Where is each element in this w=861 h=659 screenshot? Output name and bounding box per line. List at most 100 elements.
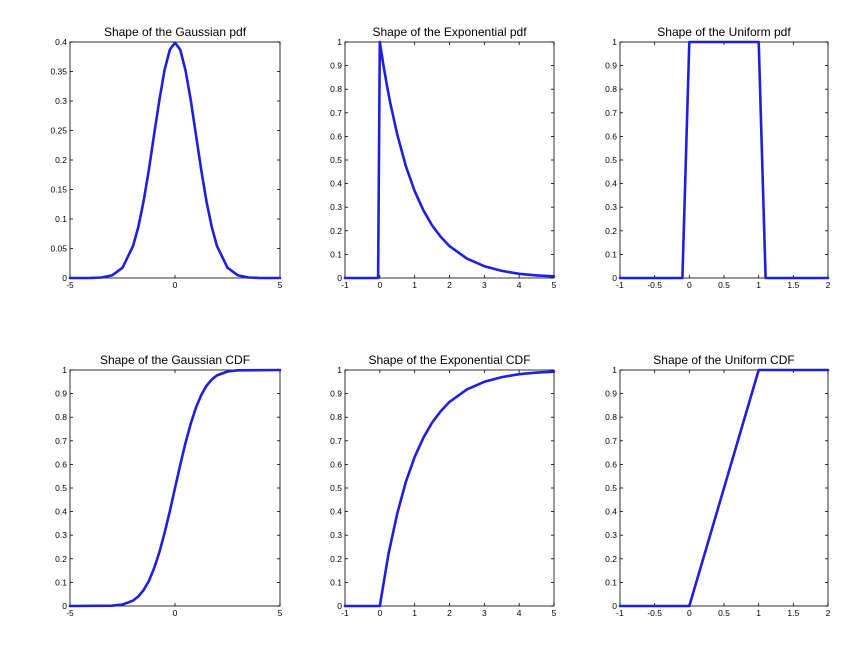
x-tick-label: 0.5 <box>718 280 730 290</box>
y-tick-label: 0.5 <box>330 483 342 493</box>
y-tick-label: 0.2 <box>55 155 67 165</box>
y-tick-label: 0.35 <box>50 67 67 77</box>
axes-box <box>344 41 555 279</box>
y-tick-label: 0.4 <box>55 507 67 517</box>
series-line-1 <box>343 40 556 280</box>
series-line-1 <box>618 368 830 608</box>
y-tick-label: 0.2 <box>605 226 617 236</box>
series-line-1 <box>68 368 282 608</box>
x-tick-label: -0.5 <box>647 608 662 618</box>
y-tick-label: 0.6 <box>330 459 342 469</box>
series-line-1 <box>343 370 556 608</box>
y-tick-label: 0.4 <box>55 37 67 47</box>
y-tick-label: 0 <box>62 601 67 611</box>
chart-title: Shape of the Exponential CDF <box>368 353 530 367</box>
y-tick-label: 1 <box>337 365 342 375</box>
y-tick-label: 0.7 <box>330 436 342 446</box>
x-tick-label: 4 <box>517 608 522 618</box>
chart-panel-5: Shape of the Exponential CDF-1 0 1 2 3 4 500.1… <box>330 353 556 618</box>
y-tick-label: 0.5 <box>605 155 617 165</box>
y-tick-label: 0.25 <box>50 126 67 136</box>
y-tick-label: 0.5 <box>330 155 342 165</box>
y-tick-label: 0.8 <box>330 84 342 94</box>
x-tick-label: 0 <box>173 608 178 618</box>
y-tick-label: 0.1 <box>330 249 342 259</box>
y-tick-label: 0.6 <box>330 131 342 141</box>
y-tick-label: 0.8 <box>55 412 67 422</box>
x-tick-label: 1.5 <box>787 280 799 290</box>
x-tick-label: 0 <box>687 608 692 618</box>
y-tick-label: 0.1 <box>55 214 67 224</box>
y-tick-label: 0.5 <box>55 483 67 493</box>
chart-title: Shape of the Gaussian pdf <box>104 25 247 39</box>
x-tick-label: 5 <box>552 608 557 618</box>
chart-title: Shape of the Exponential pdf <box>372 25 527 39</box>
y-tick-label: 0.3 <box>605 202 617 212</box>
chart-title: Shape of the Gaussian CDF <box>100 353 250 367</box>
y-tick-label: 0.3 <box>330 202 342 212</box>
y-tick-label: 0 <box>337 273 342 283</box>
chart-panel-3: Shape of the Uniform pdf -1 -0.5 0 0.5 1 1.5 2 0… <box>605 25 830 290</box>
y-tick-label: 0.9 <box>605 61 617 71</box>
y-tick-label: 0.9 <box>55 389 67 399</box>
y-tick-label: 0.6 <box>55 459 67 469</box>
series-line-1 <box>68 41 282 280</box>
x-tick-label: -1 <box>616 280 624 290</box>
axes-box <box>69 41 281 279</box>
x-tick-label: -5 <box>66 280 74 290</box>
x-tick-label: 2 <box>447 608 452 618</box>
x-tick-label: 3 <box>482 280 487 290</box>
x-tick-label: 5 <box>278 280 283 290</box>
y-tick-label: 0.4 <box>330 507 342 517</box>
y-tick-label: 0.2 <box>605 554 617 564</box>
y-tick-label: 0.1 <box>605 249 617 259</box>
x-tick-label: 2 <box>826 608 831 618</box>
series-line-1 <box>618 40 830 280</box>
chart-panel-1: Shape of the Gaussian pdf-5 0 500.050.10.1… <box>50 25 282 290</box>
y-tick-label: 0.4 <box>330 179 342 189</box>
y-tick-label: 1 <box>612 365 617 375</box>
x-tick-label: 0.5 <box>718 608 730 618</box>
y-tick-label: 0.2 <box>330 226 342 236</box>
x-tick-label: 1 <box>756 608 761 618</box>
x-tick-label: 1 <box>756 280 761 290</box>
y-tick-label: 0.8 <box>330 412 342 422</box>
y-tick-label: 0 <box>337 601 342 611</box>
y-tick-label: 0 <box>62 273 67 283</box>
axes-box <box>344 369 555 607</box>
x-tick-label: 0 <box>173 280 178 290</box>
axes-box <box>619 41 829 279</box>
y-tick-label: 1 <box>612 37 617 47</box>
y-tick-label: 0.2 <box>330 554 342 564</box>
y-tick-label: 0.9 <box>605 389 617 399</box>
y-tick-label: 0.05 <box>50 244 67 254</box>
y-tick-label: 0.4 <box>605 507 617 517</box>
y-tick-label: 0.8 <box>605 84 617 94</box>
x-tick-label: -1 <box>341 280 349 290</box>
y-tick-label: 0.2 <box>55 554 67 564</box>
y-tick-label: 0.1 <box>330 577 342 587</box>
chart-panel-4: Shape of the Gaussian CDF-5 0 500.10.20.30… <box>55 353 282 618</box>
x-tick-label: 5 <box>278 608 283 618</box>
y-tick-label: 0 <box>612 601 617 611</box>
y-tick-label: 0.9 <box>330 61 342 71</box>
x-tick-label: 0 <box>377 608 382 618</box>
y-tick-label: 0.1 <box>55 577 67 587</box>
x-tick-label: 1 <box>412 608 417 618</box>
y-tick-label: 0.7 <box>55 436 67 446</box>
x-tick-label: -1 <box>341 608 349 618</box>
x-tick-label: 1 <box>412 280 417 290</box>
chart-title: Shape of the Uniform pdf <box>657 25 791 39</box>
y-tick-label: 0.9 <box>330 389 342 399</box>
y-tick-label: 0.7 <box>605 436 617 446</box>
y-tick-label: 0.7 <box>330 108 342 118</box>
y-tick-label: 0.6 <box>605 459 617 469</box>
y-tick-label: 0.6 <box>605 131 617 141</box>
x-tick-label: 1.5 <box>787 608 799 618</box>
x-tick-label: 0 <box>687 280 692 290</box>
x-tick-label: -0.5 <box>647 280 662 290</box>
y-tick-label: 0.7 <box>605 108 617 118</box>
y-tick-label: 0.1 <box>605 577 617 587</box>
y-tick-label: 0.15 <box>50 185 67 195</box>
